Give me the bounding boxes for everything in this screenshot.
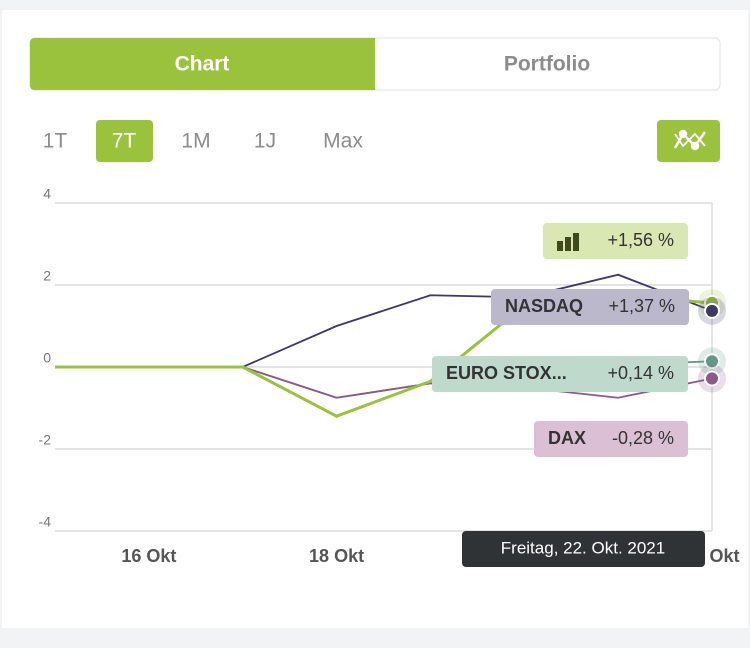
series-name: DAX [548, 428, 586, 448]
x-tick-label: 16 Okt [121, 546, 176, 566]
range-button[interactable]: 1T [43, 130, 68, 153]
x-tick-label: 18 Okt [309, 546, 364, 566]
end-dot [704, 370, 720, 387]
series-label-box [432, 356, 688, 392]
tab-label[interactable]: Chart [175, 53, 230, 76]
series-label-box [491, 289, 689, 325]
chart-style-icon [673, 129, 707, 151]
series-label-box [534, 421, 688, 457]
tab-label[interactable]: Portfolio [504, 53, 590, 76]
bar-icon [557, 241, 563, 251]
end-dot [704, 353, 720, 370]
series-name: NASDAQ [505, 296, 583, 316]
tooltip-text: Freitag, 22. Okt. 2021 [501, 538, 665, 557]
value-label: -0,28 % [612, 428, 674, 448]
range-button[interactable]: 1J [254, 130, 276, 153]
range-button[interactable]: 1M [181, 130, 210, 153]
series-label-box [543, 223, 688, 259]
value-label: +1,56 % [607, 230, 674, 250]
range-button[interactable]: Max [323, 130, 363, 153]
y-tick-label: -2 [39, 432, 52, 448]
range-active-bg [96, 120, 153, 162]
series-name: EURO STOX... [446, 363, 567, 383]
y-tick-label: -4 [39, 514, 52, 530]
y-tick-label: 0 [43, 350, 51, 366]
bar-icon [565, 237, 571, 251]
value-label: +0,14 % [607, 363, 674, 383]
y-tick-label: 2 [43, 268, 51, 284]
tooltip-box [462, 531, 705, 567]
tab-active-bg [30, 38, 375, 90]
value-label: +1,37 % [608, 296, 675, 316]
y-tick-label: 4 [43, 186, 51, 202]
bar-icon [573, 233, 579, 251]
end-dot [704, 302, 720, 319]
range-button[interactable]: 7T [112, 130, 137, 153]
